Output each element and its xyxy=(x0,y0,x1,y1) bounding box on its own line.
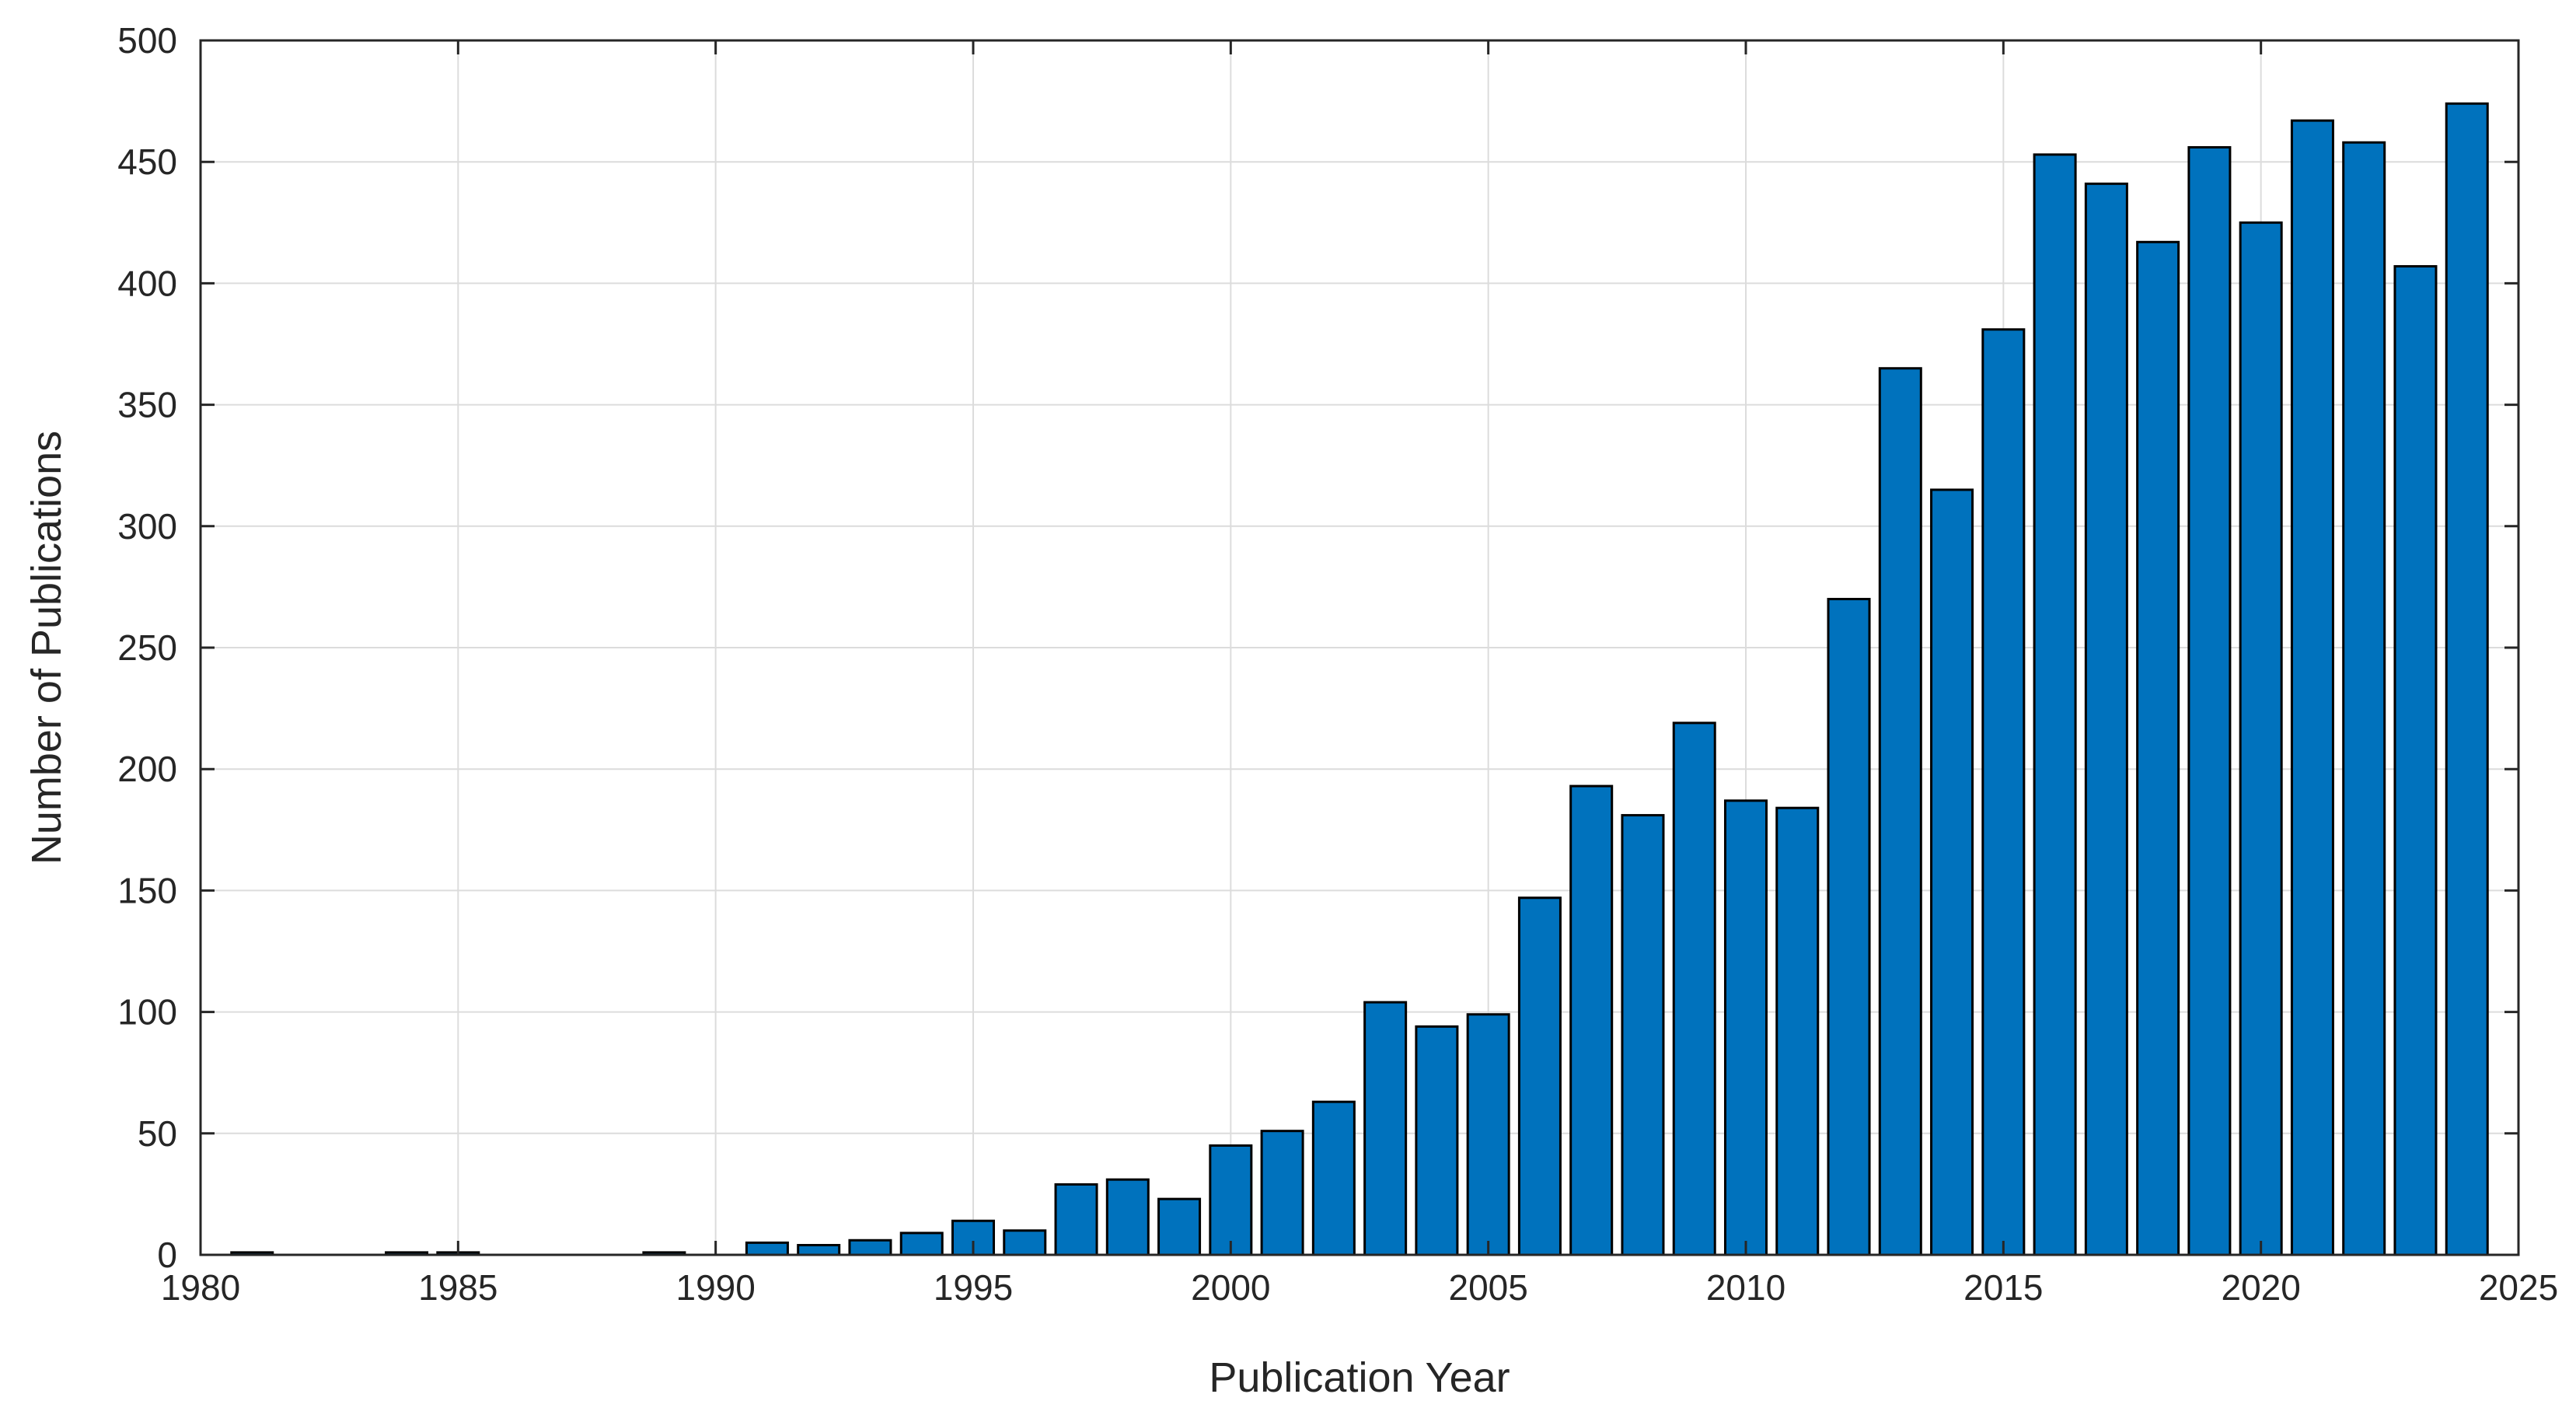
bar-2024 xyxy=(2445,102,2489,1256)
bar-2008 xyxy=(1621,814,1665,1256)
bar-2007 xyxy=(1569,784,1614,1256)
bar-2016 xyxy=(2033,153,2077,1256)
y-tick-label: 350 xyxy=(117,385,177,425)
x-tick-label: 1980 xyxy=(161,1267,240,1308)
bar-2015 xyxy=(1981,328,2026,1256)
bar-2001 xyxy=(1260,1130,1304,1256)
bar-1998 xyxy=(1105,1178,1150,1256)
bar-2005 xyxy=(1466,1013,1510,1256)
y-tick-label: 100 xyxy=(117,992,177,1032)
y-tick-label: 400 xyxy=(117,263,177,303)
x-tick-label: 1995 xyxy=(934,1267,1013,1308)
x-tick-label: 1990 xyxy=(675,1267,755,1308)
y-tick-label: 250 xyxy=(117,627,177,668)
y-tick-labels: 0 50 100 150 200 250 300 350 400 450 500 xyxy=(117,20,177,1275)
bar-1991 xyxy=(745,1241,789,1256)
bar-2014 xyxy=(1930,488,1974,1256)
x-tick-label: 1985 xyxy=(418,1267,497,1308)
x-tick-label: 2025 xyxy=(2479,1267,2558,1308)
bar-2012 xyxy=(1827,598,1871,1256)
y-tick-label: 300 xyxy=(117,506,177,547)
x-axis-title: Publication Year xyxy=(1209,1354,1510,1401)
bar-2022 xyxy=(2342,141,2386,1256)
bar-2009 xyxy=(1672,721,1716,1256)
bar-1994 xyxy=(899,1232,944,1256)
x-tick-labels: 1980 1985 1990 1995 2000 2005 2010 2015 2020 2025 xyxy=(161,1267,2558,1308)
bar-1997 xyxy=(1054,1183,1098,1256)
y-tick-label: 450 xyxy=(117,142,177,182)
x-tick-label: 2010 xyxy=(1706,1267,1785,1308)
x-tick-label: 2020 xyxy=(2221,1267,2300,1308)
y-tick-label: 0 xyxy=(157,1235,177,1275)
bar-1999 xyxy=(1157,1197,1202,1256)
bar-2018 xyxy=(2136,240,2180,1256)
y-tick-label: 200 xyxy=(117,749,177,789)
x-tick-label: 2005 xyxy=(1448,1267,1527,1308)
x-tick-label: 2015 xyxy=(1963,1267,2043,1308)
bar-2021 xyxy=(2290,119,2334,1256)
bars xyxy=(230,102,2489,1256)
x-tick-label: 2000 xyxy=(1191,1267,1270,1308)
bar-2000 xyxy=(1209,1144,1253,1256)
bar-2023 xyxy=(2393,265,2438,1256)
bar-2020 xyxy=(2239,221,2283,1256)
bar-1993 xyxy=(848,1239,892,1256)
tick-marks xyxy=(199,39,2520,1256)
bar-1996 xyxy=(1003,1229,1047,1256)
bar-2011 xyxy=(1775,806,1820,1256)
bar-2004 xyxy=(1415,1025,1459,1256)
y-axis-title: Number of Publications xyxy=(23,431,70,865)
bar-2019 xyxy=(2187,145,2232,1256)
bar-2010 xyxy=(1723,799,1768,1256)
y-tick-label: 500 xyxy=(117,20,177,61)
bar-2003 xyxy=(1363,1001,1408,1256)
bar-2002 xyxy=(1311,1100,1356,1256)
bar-2013 xyxy=(1878,367,1922,1256)
y-tick-label: 150 xyxy=(117,870,177,910)
bar-2006 xyxy=(1517,896,1562,1256)
bar-1992 xyxy=(797,1244,841,1256)
y-tick-label: 50 xyxy=(138,1113,177,1154)
bar-2017 xyxy=(2084,182,2128,1256)
